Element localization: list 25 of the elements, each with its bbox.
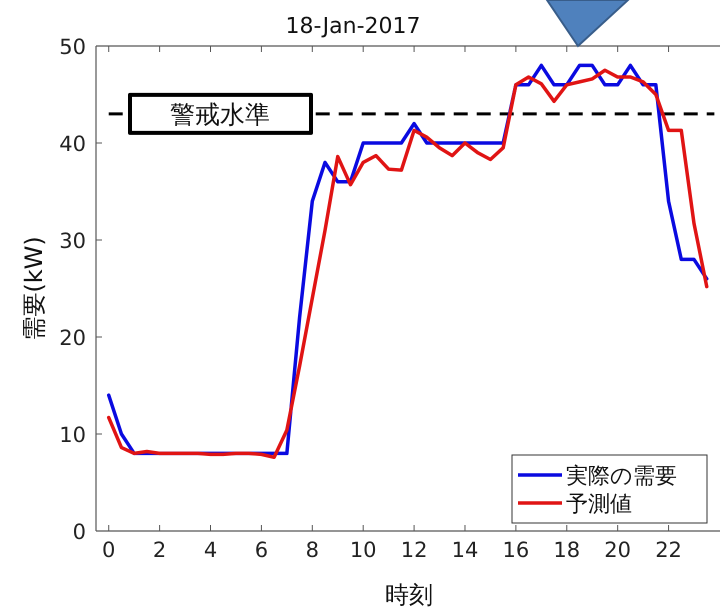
chart-title: 18-Jan-2017: [286, 14, 420, 39]
y-tick-label: 50: [59, 35, 86, 59]
legend-label: 予測値: [566, 492, 632, 517]
x-tick-label: 6: [254, 538, 268, 562]
y-tick-label: 40: [59, 132, 86, 156]
x-tick-label: 8: [306, 538, 319, 562]
y-tick-label: 30: [59, 229, 86, 253]
x-tick-label: 12: [400, 538, 428, 562]
x-tick-label: 2: [152, 538, 166, 562]
x-tick-label: 0: [102, 538, 116, 562]
y-tick-label: 20: [59, 326, 86, 350]
y-tick-label: 10: [59, 423, 86, 447]
x-tick-label: 18: [553, 538, 580, 562]
x-tick-label: 16: [502, 538, 530, 562]
x-tick-label: 4: [204, 538, 218, 562]
ref-line-label: 警戒水準: [170, 100, 270, 129]
x-tick-label: 20: [604, 538, 632, 562]
x-tick-label: 10: [350, 538, 377, 562]
x-axis-title: 時刻: [385, 581, 433, 609]
legend-label: 実際の需要: [566, 464, 677, 489]
x-tick-label: 14: [452, 538, 478, 562]
ref-line-label: 警戒水準: [128, 92, 313, 135]
y-axis-title: 需要(kW): [20, 236, 48, 341]
x-tick-label: 22: [655, 538, 682, 562]
y-tick-label: 0: [72, 520, 86, 544]
